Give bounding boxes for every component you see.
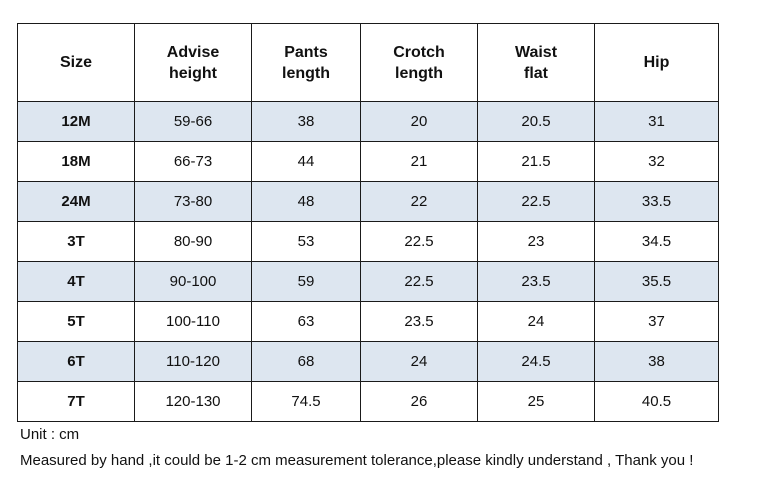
advise-height-cell: 66-73 xyxy=(134,141,252,182)
pants-length-cell: 48 xyxy=(251,181,361,222)
crotch-length-cell: 24 xyxy=(360,341,478,382)
pants-length-cell: 53 xyxy=(251,221,361,262)
waist-flat-cell: 24 xyxy=(477,301,595,342)
hip-cell: 40.5 xyxy=(594,381,719,422)
crotch-length-cell: 22 xyxy=(360,181,478,222)
hip-cell: 37 xyxy=(594,301,719,342)
table-row: 12M 59-66 38 20 20.5 31 xyxy=(17,101,719,142)
advise-height-cell: 59-66 xyxy=(134,101,252,142)
advise-height-cell: 73-80 xyxy=(134,181,252,222)
table-header-row: Size Advise height Pants length Crotch l… xyxy=(17,23,719,102)
size-chart-table: Size Advise height Pants length Crotch l… xyxy=(17,23,719,422)
pants-length-cell: 38 xyxy=(251,101,361,142)
waist-flat-cell: 20.5 xyxy=(477,101,595,142)
size-cell: 24M xyxy=(17,181,135,222)
hip-cell: 35.5 xyxy=(594,261,719,302)
waist-flat-cell: 24.5 xyxy=(477,341,595,382)
size-cell: 6T xyxy=(17,341,135,382)
table-row: 4T 90-100 59 22.5 23.5 35.5 xyxy=(17,261,719,302)
pants-length-cell: 59 xyxy=(251,261,361,302)
advise-height-cell: 90-100 xyxy=(134,261,252,302)
waist-flat-cell: 23 xyxy=(477,221,595,262)
crotch-length-cell: 21 xyxy=(360,141,478,182)
hip-cell: 31 xyxy=(594,101,719,142)
advise-height-cell: 80-90 xyxy=(134,221,252,262)
crotch-length-cell: 23.5 xyxy=(360,301,478,342)
size-cell: 12M xyxy=(17,101,135,142)
size-cell: 7T xyxy=(17,381,135,422)
size-cell: 18M xyxy=(17,141,135,182)
header-pants-length: Pants length xyxy=(251,23,361,102)
advise-height-cell: 110-120 xyxy=(134,341,252,382)
table-row: 7T 120-130 74.5 26 25 40.5 xyxy=(17,381,719,422)
table-row: 18M 66-73 44 21 21.5 32 xyxy=(17,141,719,182)
header-advise-height: Advise height xyxy=(134,23,252,102)
waist-flat-cell: 22.5 xyxy=(477,181,595,222)
unit-note: Unit : cm xyxy=(20,426,80,443)
hip-cell: 33.5 xyxy=(594,181,719,222)
header-waist-flat: Waist flat xyxy=(477,23,595,102)
size-cell: 5T xyxy=(17,301,135,342)
header-hip: Hip xyxy=(594,23,719,102)
header-crotch-length: Crotch length xyxy=(360,23,478,102)
pants-length-cell: 63 xyxy=(251,301,361,342)
hip-cell: 32 xyxy=(594,141,719,182)
crotch-length-cell: 22.5 xyxy=(360,221,478,262)
advise-height-cell: 120-130 xyxy=(134,381,252,422)
pants-length-cell: 68 xyxy=(251,341,361,382)
crotch-length-cell: 20 xyxy=(360,101,478,142)
pants-length-cell: 74.5 xyxy=(251,381,361,422)
table-row: 6T 110-120 68 24 24.5 38 xyxy=(17,341,719,382)
advise-height-cell: 100-110 xyxy=(134,301,252,342)
hip-cell: 38 xyxy=(594,341,719,382)
tolerance-note: Measured by hand ,it could be 1-2 cm mea… xyxy=(20,452,694,469)
table-row: 5T 100-110 63 23.5 24 37 xyxy=(17,301,719,342)
header-size: Size xyxy=(17,23,135,102)
pants-length-cell: 44 xyxy=(251,141,361,182)
waist-flat-cell: 25 xyxy=(477,381,595,422)
table-row: 24M 73-80 48 22 22.5 33.5 xyxy=(17,181,719,222)
waist-flat-cell: 21.5 xyxy=(477,141,595,182)
size-cell: 4T xyxy=(17,261,135,302)
crotch-length-cell: 26 xyxy=(360,381,478,422)
hip-cell: 34.5 xyxy=(594,221,719,262)
waist-flat-cell: 23.5 xyxy=(477,261,595,302)
table-row: 3T 80-90 53 22.5 23 34.5 xyxy=(17,221,719,262)
crotch-length-cell: 22.5 xyxy=(360,261,478,302)
size-cell: 3T xyxy=(17,221,135,262)
